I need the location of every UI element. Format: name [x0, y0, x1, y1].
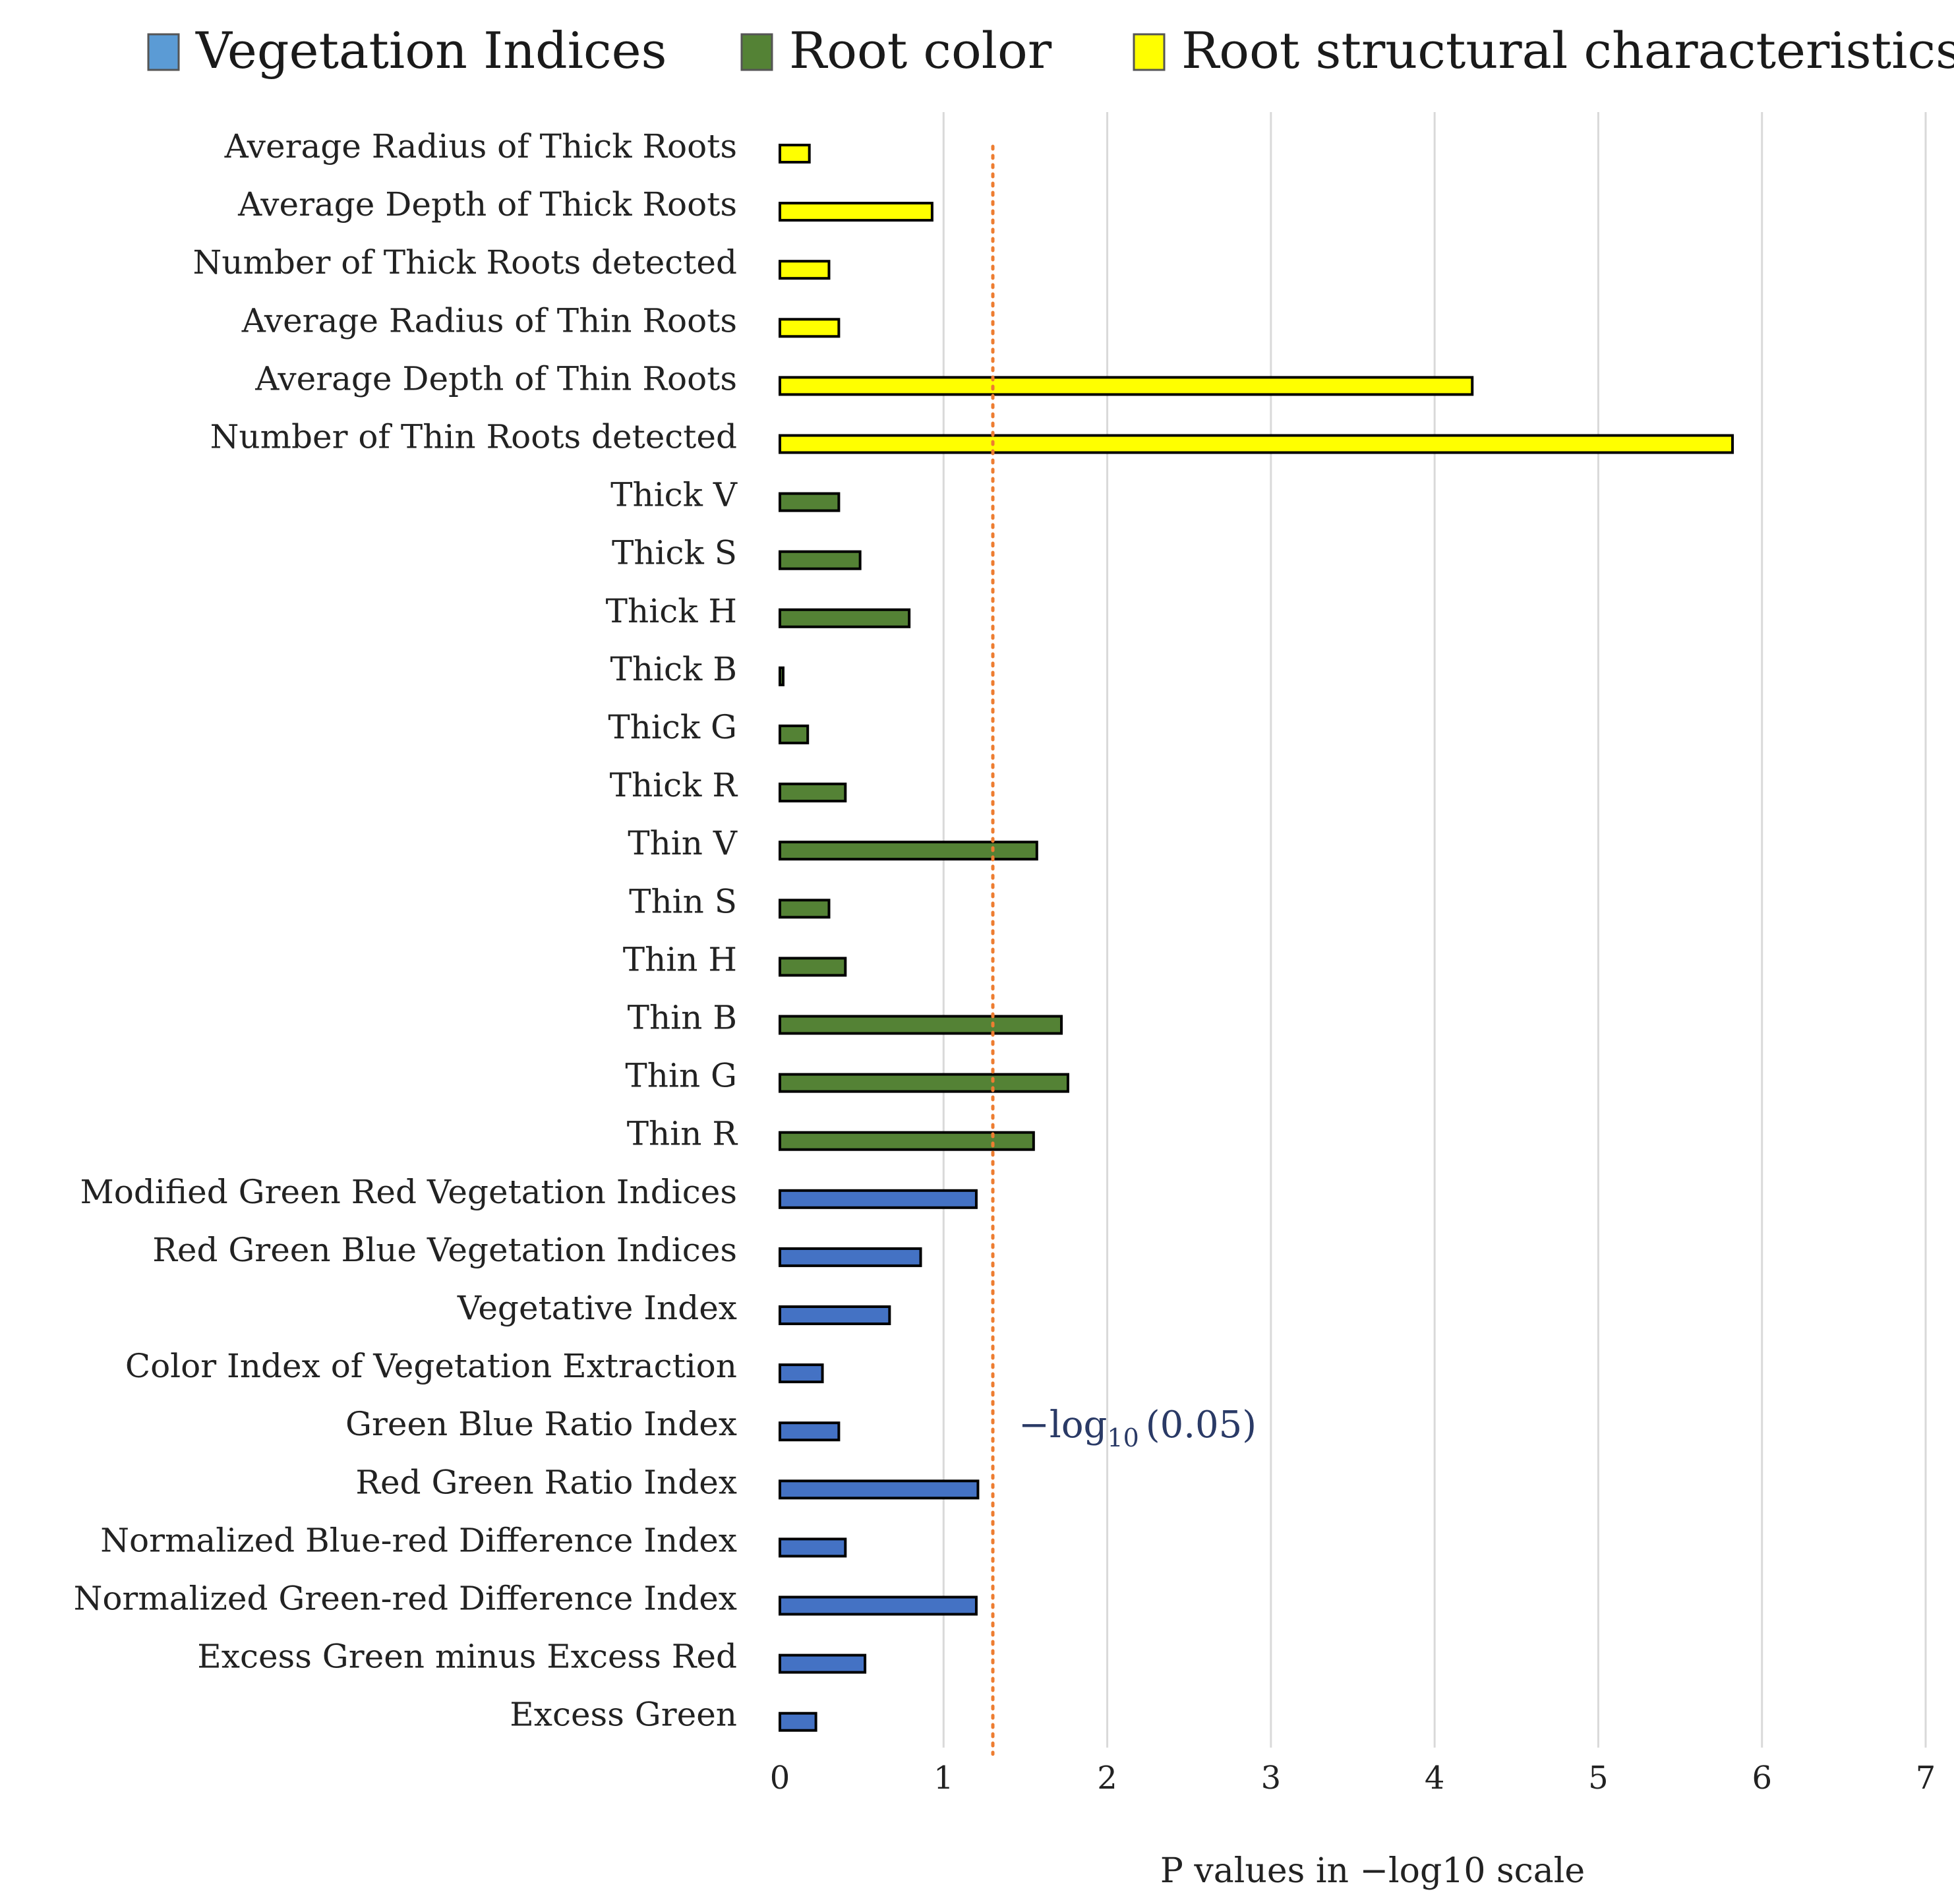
bar-9	[779, 666, 785, 686]
bar-18	[779, 1189, 978, 1209]
bar-14	[779, 957, 847, 977]
category-label: Normalized Blue-red Difference Index	[100, 1521, 737, 1559]
category-label: Thin R	[627, 1115, 738, 1153]
category-label: Number of Thin Roots detected	[210, 418, 737, 456]
bar-15	[779, 1015, 1063, 1035]
bar-1	[779, 202, 933, 222]
bar-11	[779, 783, 847, 803]
reference-label-subscript: 10	[1107, 1423, 1139, 1452]
category-label: Color Index of Vegetation Extraction	[125, 1347, 737, 1385]
bar-22	[779, 1421, 841, 1442]
category-label: Thin S	[629, 882, 737, 920]
category-label: Number of Thick Roots detected	[193, 243, 737, 282]
legend-label: Vegetation Indices	[195, 21, 667, 80]
category-label: Thin G	[625, 1057, 737, 1095]
category-label: Average Radius of Thin Roots	[241, 301, 737, 340]
bar-0	[779, 144, 811, 164]
category-label: Excess Green minus Excess Red	[197, 1638, 737, 1676]
bar-3	[779, 318, 841, 338]
bar-25	[779, 1595, 978, 1616]
category-label: Red Green Blue Vegetation Indices	[152, 1231, 737, 1269]
category-label: Red Green Ratio Index	[355, 1463, 737, 1501]
legend: Vegetation Indices Root color Root structu…	[147, 21, 1954, 80]
reference-label-tail: (0.05)	[1146, 1404, 1257, 1446]
reference-line-label: −log10 (0.05)	[1019, 1404, 1257, 1452]
category-label: Thin H	[623, 940, 737, 978]
x-tick-label: 0	[770, 1760, 790, 1797]
legend-swatch-2	[1133, 33, 1166, 71]
category-label: Average Depth of Thick Roots	[237, 185, 737, 223]
gridlines	[942, 112, 1927, 1748]
category-label: Average Depth of Thin Roots	[254, 359, 737, 398]
bar-10	[779, 725, 810, 744]
category-labels: Average Radius of Thick Roots Average Dep…	[74, 127, 738, 1734]
bar-20	[779, 1305, 891, 1325]
category-label: Excess Green	[510, 1696, 737, 1734]
category-label: Thick S	[612, 534, 737, 572]
category-label: Thin V	[628, 824, 738, 862]
x-tick-label: 3	[1261, 1760, 1282, 1797]
category-label: Modified Green Red Vegetation Indices	[80, 1173, 737, 1211]
category-label: Vegetative Index	[457, 1289, 737, 1327]
bar-16	[779, 1073, 1069, 1093]
category-label: Thick B	[610, 650, 737, 688]
bar-21	[779, 1363, 824, 1384]
reference-label-main: −log	[1019, 1404, 1107, 1446]
bar-19	[779, 1247, 922, 1267]
bar-27	[779, 1711, 817, 1732]
reference-line-group: −log10 (0.05)	[991, 144, 1257, 1756]
category-label: Green Blue Ratio Index	[345, 1405, 737, 1443]
category-label: Normalized Green-red Difference Index	[74, 1580, 737, 1618]
category-label: Thick G	[608, 708, 737, 746]
legend-label: Root color	[789, 21, 1052, 80]
x-tick-label: 2	[1097, 1760, 1117, 1797]
bar-2	[779, 260, 831, 280]
x-axis-title: P values in −log10 scale	[1160, 1851, 1585, 1891]
bar-7	[779, 550, 862, 570]
x-tick-label: 4	[1425, 1760, 1445, 1797]
bar-8	[779, 608, 911, 628]
legend-swatch-1	[740, 33, 773, 71]
x-tick-label: 6	[1752, 1760, 1772, 1797]
bar-26	[779, 1653, 867, 1674]
x-tick-label: 5	[1588, 1760, 1609, 1797]
bar-13	[779, 899, 831, 919]
legend-label: Root structural characteristics	[1181, 21, 1954, 80]
category-label: Average Radius of Thick Roots	[224, 127, 737, 165]
category-label: Thick R	[610, 766, 738, 804]
bar-24	[779, 1537, 847, 1558]
legend-swatch-0	[147, 33, 180, 71]
bar-12	[779, 841, 1038, 861]
category-label: Thick V	[610, 476, 738, 514]
x-tick-label: 7	[1916, 1760, 1936, 1797]
category-label: Thick H	[606, 592, 737, 630]
x-tick-labels: 0 1 2 3 4 5 6 7	[770, 1760, 1936, 1797]
bar-5	[779, 434, 1734, 454]
bar-23	[779, 1479, 980, 1500]
category-label: Thin B	[628, 999, 737, 1037]
bars	[779, 144, 1734, 1732]
bar-17	[779, 1131, 1035, 1151]
bar-6	[779, 492, 841, 512]
x-tick-label: 1	[933, 1760, 954, 1797]
bar-4	[779, 376, 1474, 396]
